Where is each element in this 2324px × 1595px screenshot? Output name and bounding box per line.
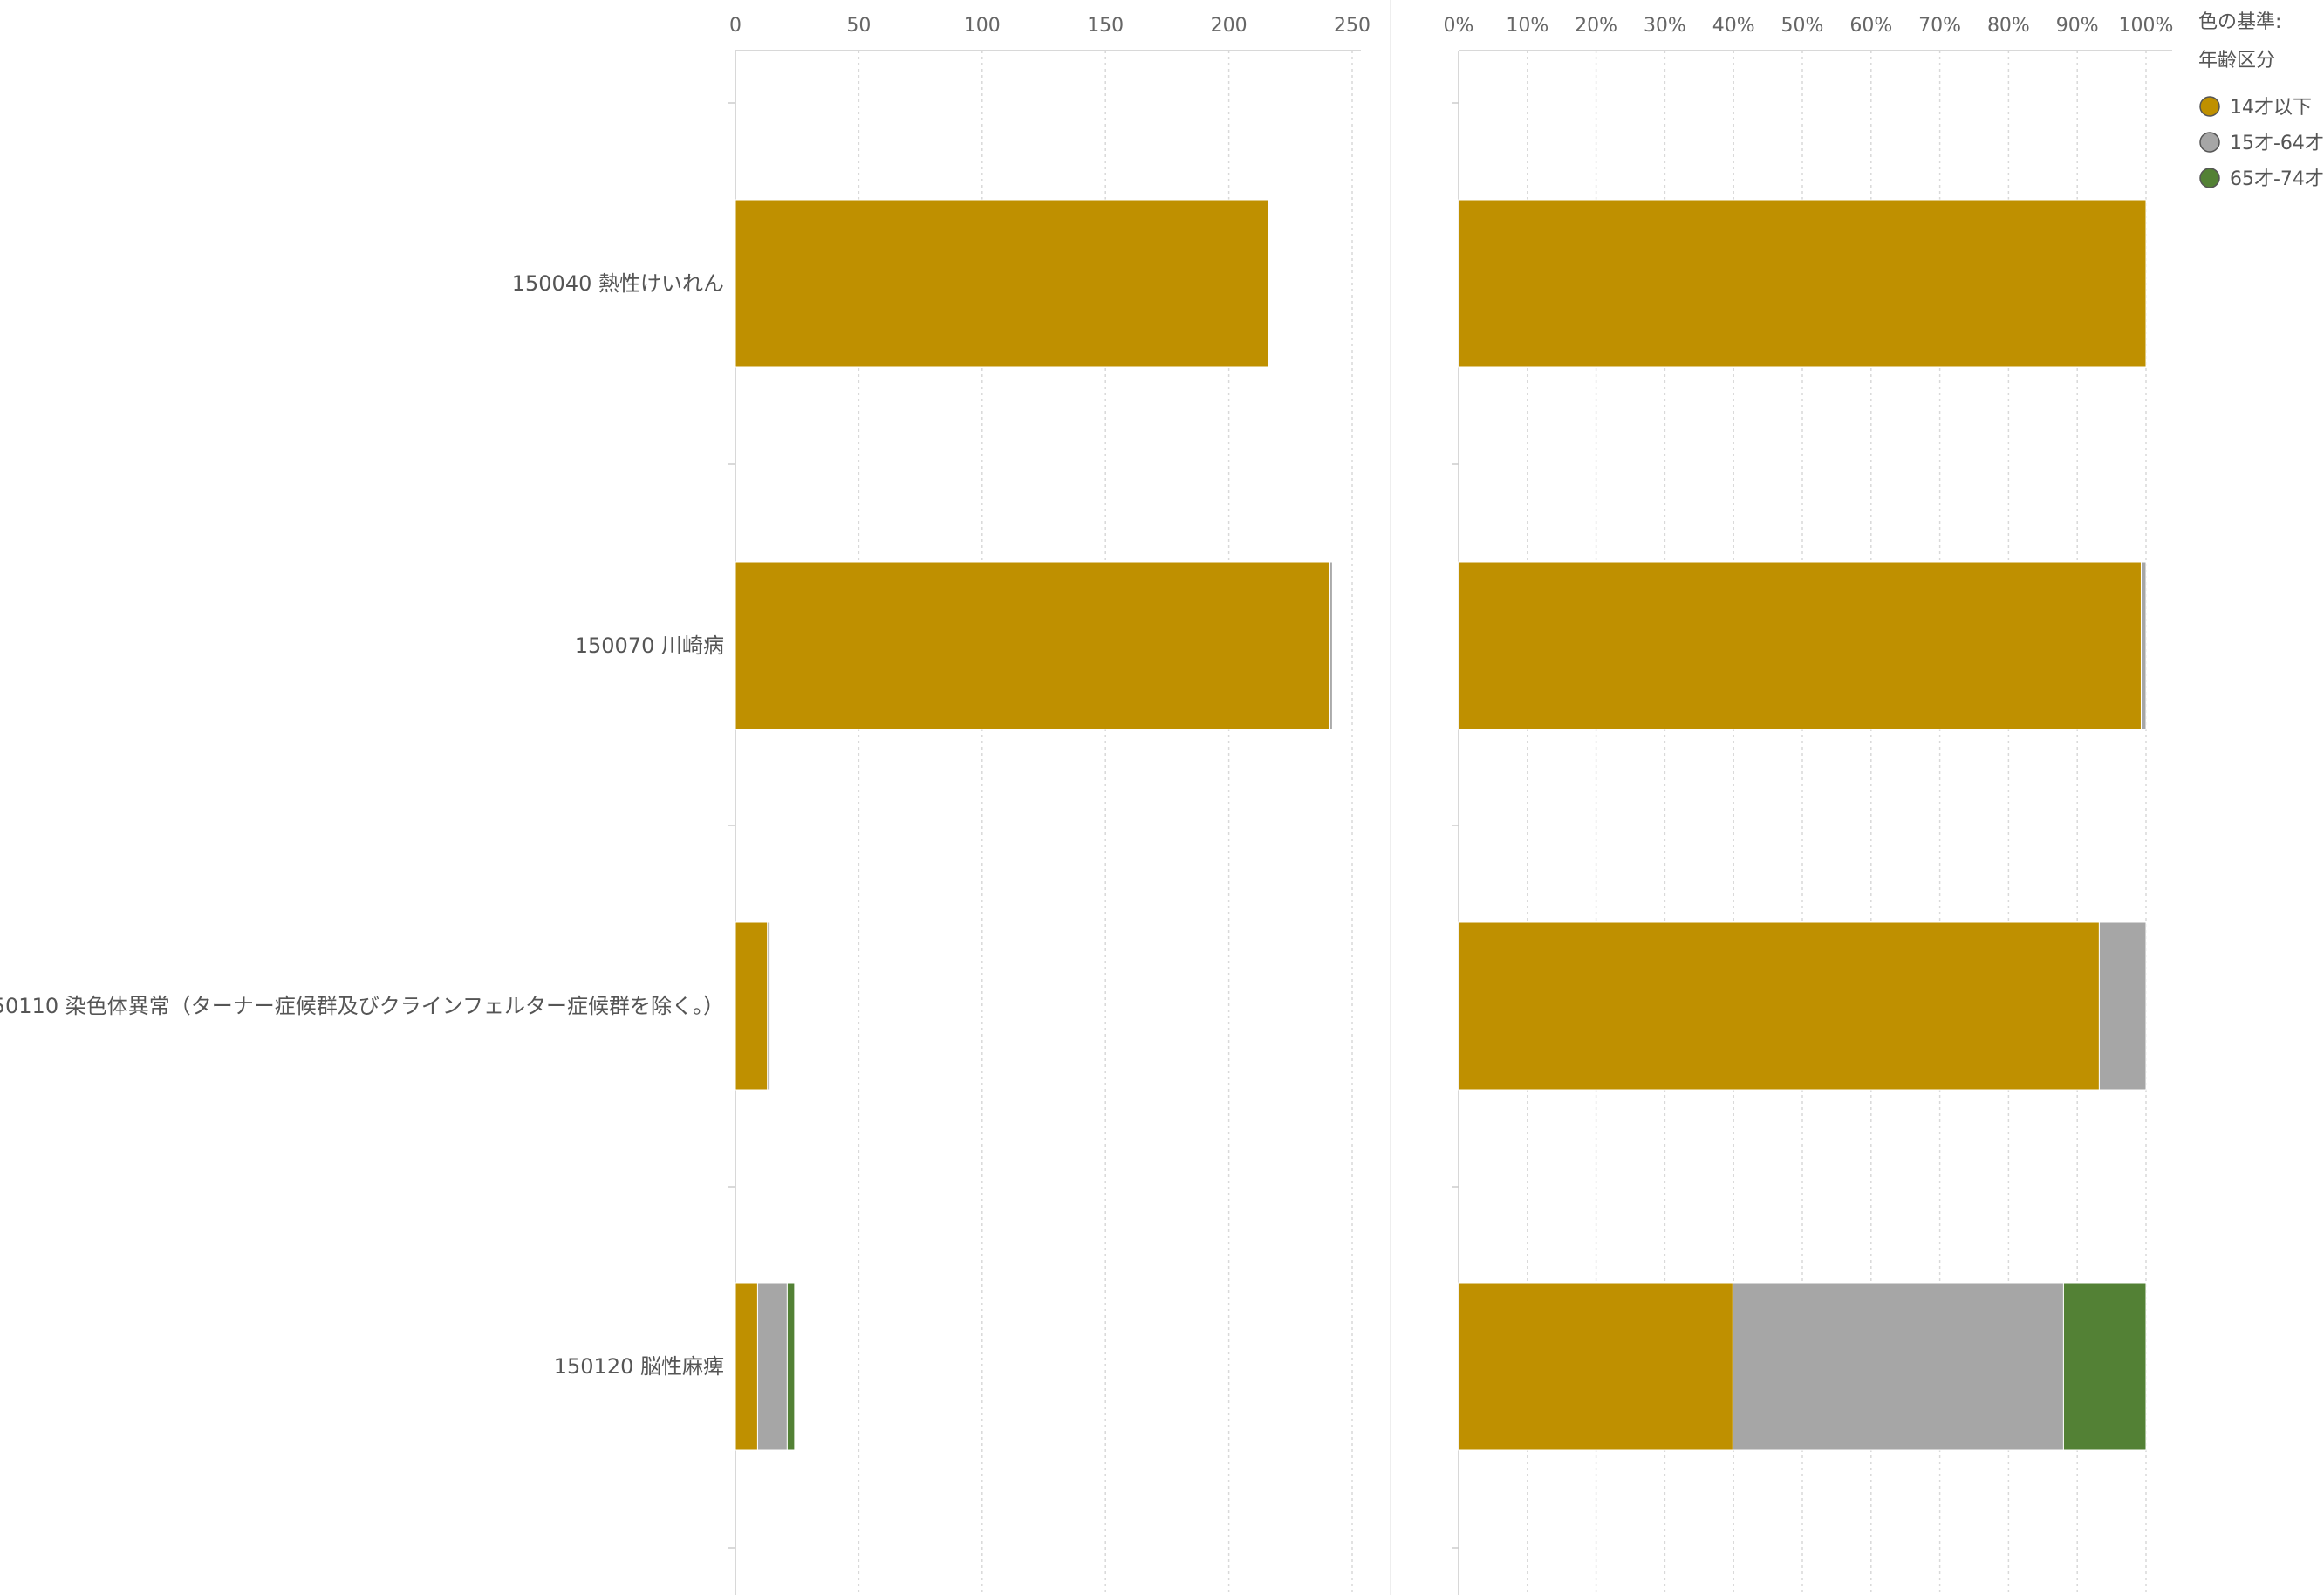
x-tick-label: 50 — [846, 15, 871, 37]
legend-item-label: 14才以下 — [2230, 97, 2312, 119]
legend: 色の基準: 年齢区分 14才以下 15才-64才 65才-74才 — [2198, 11, 2324, 190]
x-tick-label: 10% — [1506, 15, 1548, 37]
bar-segment — [735, 921, 769, 1091]
bar-segment — [1458, 199, 2147, 368]
bar-segment — [1329, 561, 1333, 730]
bar-segment — [735, 199, 1269, 368]
bar-segment — [1458, 1282, 1733, 1451]
bar-segment — [735, 561, 1331, 730]
bar-segment — [767, 921, 771, 1091]
x-tick-label: 100% — [2119, 15, 2174, 37]
x-tick-label: 30% — [1644, 15, 1686, 37]
x-tick-label: 90% — [2056, 15, 2099, 37]
bar-segment — [1732, 1282, 2064, 1451]
legend-item-label: 15才-64才 — [2230, 133, 2324, 154]
bar-segment — [1458, 561, 2142, 730]
bar-segment — [2140, 561, 2147, 730]
x-tick-label: 80% — [1987, 15, 2030, 37]
x-tick-label: 0 — [729, 15, 742, 37]
percent-panel: 0% 10% 20% 30% 40% 50% 60% 70% 80% 90% 100% — [1444, 15, 2174, 1595]
x-tick-label: 60% — [1849, 15, 1892, 37]
x-tick-label: 250 — [1334, 15, 1370, 37]
bar-segment — [2062, 1282, 2147, 1451]
legend-title: 色の基準: — [2198, 11, 2281, 33]
category-label: 150120 脳性麻痺 — [554, 1354, 724, 1379]
bar-segment — [2098, 921, 2147, 1091]
bar-segment — [786, 1282, 796, 1451]
legend-item-label: 65才-74才 — [2230, 168, 2324, 190]
x-tick-label: 20% — [1575, 15, 1617, 37]
legend-swatch — [2199, 168, 2220, 188]
legend-subtitle: 年齢区分 — [2198, 50, 2275, 72]
bar-segment — [756, 1282, 788, 1451]
category-label: 150040 熱性けいれん — [512, 271, 724, 296]
x-tick-label: 50% — [1781, 15, 1824, 37]
legend-swatch — [2199, 96, 2220, 117]
legend-swatch — [2199, 132, 2220, 153]
x-tick-label: 0% — [1444, 15, 1474, 37]
x-tick-label: 150 — [1087, 15, 1124, 37]
category-label: 150110 染色体異常（ターナー症候群及びクラインフェルター症候群を除く。） — [0, 994, 724, 1018]
x-tick-label: 70% — [1918, 15, 1961, 37]
category-label: 150070 川崎病 — [575, 633, 724, 658]
x-tick-label: 40% — [1712, 15, 1755, 37]
x-tick-label: 100 — [964, 15, 1001, 37]
x-tick-label: 200 — [1211, 15, 1247, 37]
bar-segment — [735, 1282, 758, 1451]
count-panel: 0 50 100 150 200 250 — [728, 15, 1370, 1595]
bar-segment — [1458, 921, 2100, 1091]
